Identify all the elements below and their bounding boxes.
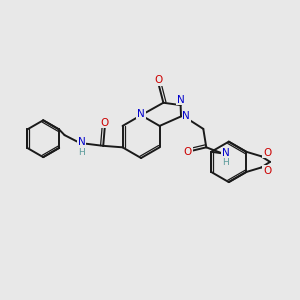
Text: N: N [182,111,190,122]
Text: H: H [78,148,85,157]
Text: O: O [100,118,109,128]
Text: N: N [78,137,86,147]
Text: N: N [177,95,184,105]
Text: O: O [155,75,163,85]
Text: H: H [223,158,229,167]
Text: O: O [263,148,271,158]
Text: O: O [184,147,192,158]
Text: N: N [137,109,145,119]
Text: O: O [263,166,271,176]
Text: N: N [222,148,230,158]
